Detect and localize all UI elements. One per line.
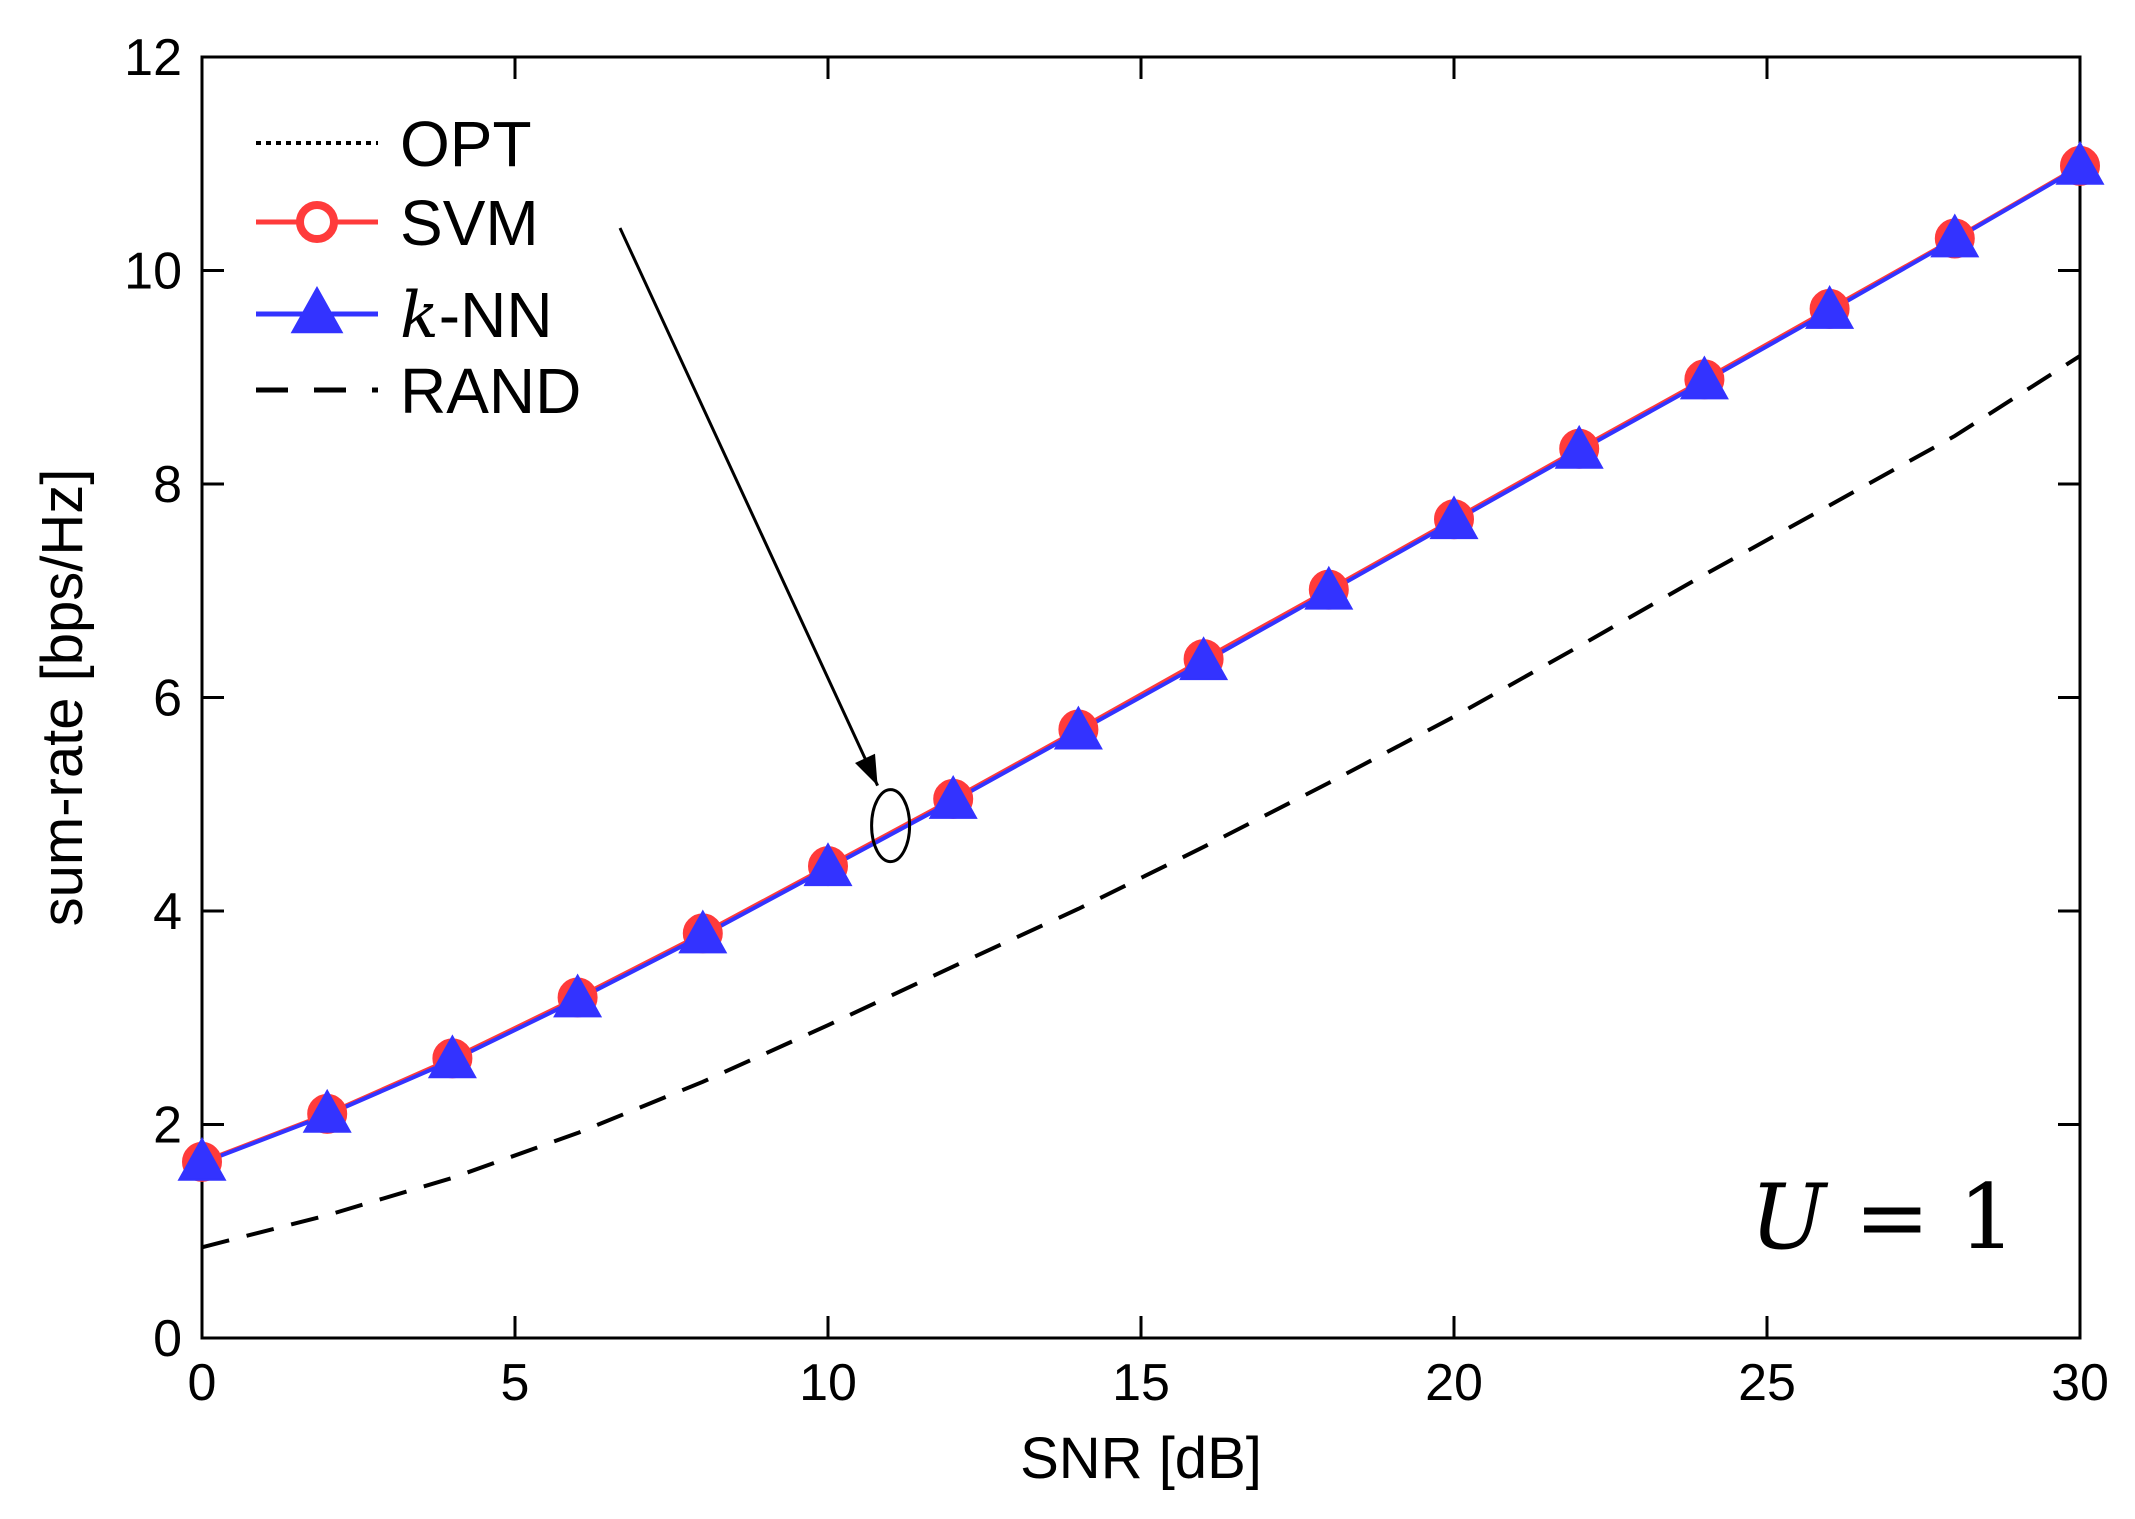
knn-point bbox=[1679, 355, 1729, 400]
annotation-variable: U bbox=[1750, 1165, 1829, 1270]
knn-point bbox=[803, 842, 853, 887]
legend-label-italic-part: k bbox=[400, 279, 439, 353]
series-line-rand bbox=[201, 354, 2082, 1250]
series-line-k-nn bbox=[201, 165, 2082, 1165]
knn-point bbox=[1554, 424, 1604, 469]
y-axis-label: sum-rate [bps/Hz] bbox=[30, 469, 95, 927]
axis-ticks: 0 5 10 15 20 25 30 0 2 4 6 8 10 12 bbox=[124, 29, 2109, 1412]
knn-point bbox=[1304, 565, 1354, 610]
x-tick-label: 10 bbox=[799, 1354, 857, 1412]
y-tick-label: 2 bbox=[153, 1097, 182, 1155]
legend-label-opt: OPT bbox=[400, 108, 532, 180]
curve-annotation bbox=[618, 227, 912, 864]
legend-label-rand: RAND bbox=[400, 355, 581, 427]
knn-point bbox=[302, 1088, 352, 1133]
x-tick-label: 0 bbox=[188, 1354, 217, 1412]
knn-point bbox=[427, 1034, 477, 1079]
x-tick-label: 15 bbox=[1112, 1354, 1170, 1412]
legend-label-knn: k-NN bbox=[400, 279, 553, 353]
x-tick-label: 30 bbox=[2051, 1354, 2109, 1412]
legend-marker-svm bbox=[296, 201, 338, 243]
y-tick-label: 0 bbox=[153, 1310, 182, 1368]
y-tick-label: 10 bbox=[124, 243, 182, 301]
knn-point bbox=[1805, 285, 1855, 329]
x-tick-label: 5 bbox=[501, 1354, 530, 1412]
knn-point bbox=[1429, 495, 1479, 540]
knn-point bbox=[1053, 705, 1103, 750]
knn-point bbox=[678, 909, 728, 954]
annotation-arrow-head bbox=[855, 753, 878, 786]
x-tick-label: 20 bbox=[1425, 1354, 1483, 1412]
y-tick-label: 12 bbox=[124, 29, 182, 87]
knn-point bbox=[553, 973, 603, 1018]
series-lines bbox=[201, 164, 2082, 1250]
annotation-arrow-line bbox=[618, 227, 879, 787]
annotation-text: U = 1 bbox=[1750, 1165, 2016, 1270]
y-tick-label: 4 bbox=[153, 883, 182, 941]
x-axis-label: SNR [dB] bbox=[1020, 1426, 1262, 1491]
knn-point bbox=[177, 1136, 227, 1181]
x-tick-label: 25 bbox=[1738, 1354, 1796, 1412]
legend-marker-knn bbox=[290, 285, 344, 334]
legend-label-svm: SVM bbox=[400, 187, 539, 259]
y-tick-label: 6 bbox=[153, 670, 182, 728]
knn-point bbox=[1930, 213, 1980, 258]
legend-label-rest: -NN bbox=[439, 279, 553, 351]
annotation-value: = 1 bbox=[1826, 1165, 2016, 1270]
annotation-ellipse bbox=[870, 788, 912, 864]
knn-point bbox=[1179, 636, 1229, 681]
series-markers bbox=[177, 140, 2105, 1182]
knn-point bbox=[2055, 140, 2105, 185]
y-tick-label: 8 bbox=[153, 456, 182, 514]
knn-point bbox=[928, 774, 978, 819]
